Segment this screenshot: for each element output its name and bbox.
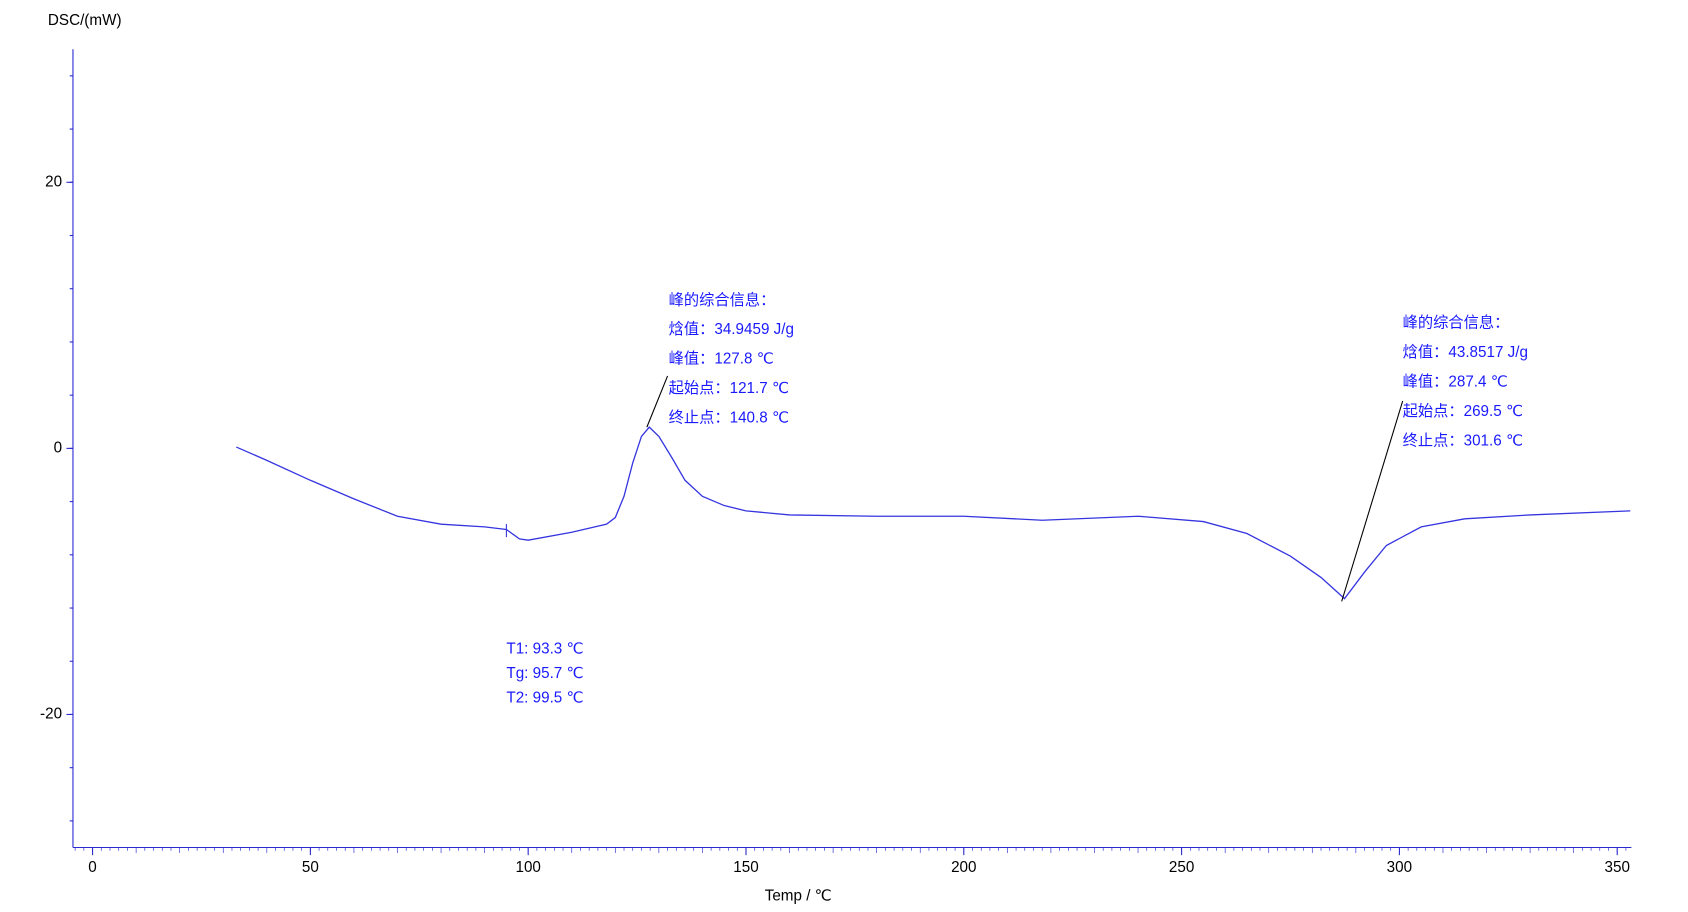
annotation-text: Tg: 95.7 ℃ [506, 665, 583, 682]
x-tick-label: 0 [88, 859, 96, 876]
y-axis-label: DSC/(mW) [48, 12, 122, 29]
y-tick-label: 0 [54, 439, 62, 456]
leader-line [646, 375, 669, 428]
x-axis-label: Temp / ℃ [765, 888, 832, 905]
y-tick-label: 20 [45, 173, 62, 190]
x-tick-label: 50 [302, 859, 319, 876]
annotation-text: 峰的综合信息： [1403, 315, 1510, 332]
data-line [236, 426, 1631, 600]
annotation-text: 起始点：121.7 ℃ [669, 380, 789, 397]
x-tick-label: 100 [515, 859, 540, 876]
x-tick-label: 350 [1605, 859, 1630, 876]
y-tick-label: -20 [40, 705, 62, 722]
annotation-text: 峰值：127.8 ℃ [669, 351, 774, 368]
annotation-text: T2: 99.5 ℃ [506, 689, 583, 706]
x-tick-label: 150 [733, 859, 758, 876]
annotation-text: 焓值：34.9459 J/g [669, 321, 794, 338]
leader-line [1341, 400, 1404, 602]
annotation-text: 峰值：287.4 ℃ [1403, 374, 1508, 391]
x-tick-label: 250 [1169, 859, 1194, 876]
x-tick-label: 200 [951, 859, 976, 876]
x-tick-label: 300 [1387, 859, 1412, 876]
annotation-text: 终止点：140.8 ℃ [669, 409, 789, 426]
annotation-text: 终止点：301.6 ℃ [1403, 432, 1523, 449]
annotation-text: 峰的综合信息： [669, 292, 776, 309]
annotation-text: 焓值：43.8517 J/g [1403, 344, 1528, 361]
annotation-text: T1: 93.3 ℃ [506, 640, 583, 657]
annotation-text: 起始点：269.5 ℃ [1403, 403, 1523, 420]
